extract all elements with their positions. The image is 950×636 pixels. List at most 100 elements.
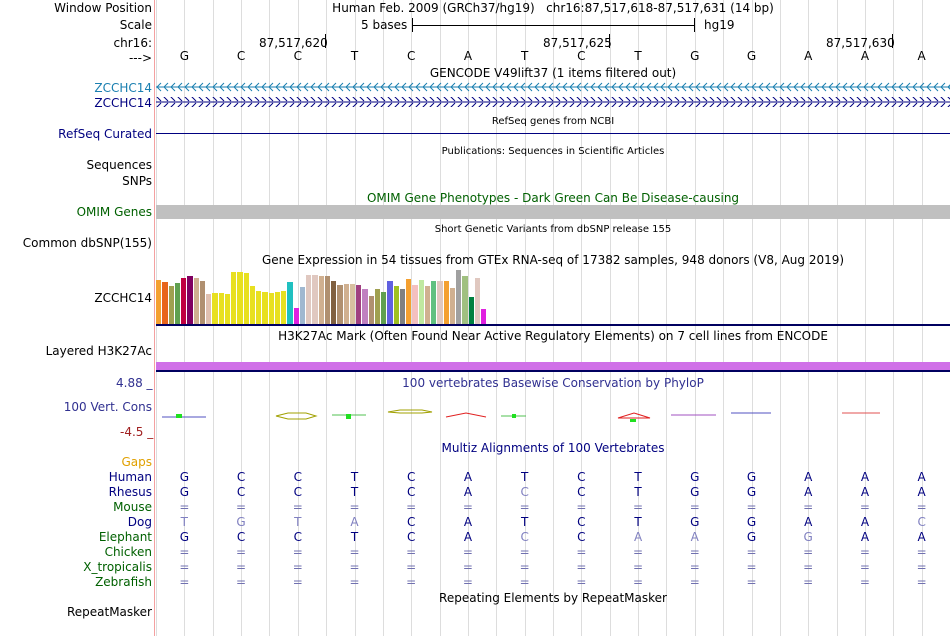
- gtex-bar[interactable]: [393, 286, 399, 324]
- gtex-bar[interactable]: [362, 289, 368, 324]
- repeatmasker-label[interactable]: RepeatMasker: [66, 605, 152, 619]
- refseq-title[interactable]: RefSeq genes from NCBI: [491, 116, 615, 127]
- gtex-bar-chart[interactable]: [156, 268, 950, 324]
- gtex-title[interactable]: Gene Expression in 54 tissues from GTEx …: [261, 253, 845, 267]
- dbsnp-label[interactable]: Common dbSNP(155): [22, 236, 152, 250]
- gtex-bar[interactable]: [299, 287, 305, 324]
- gtex-bar[interactable]: [268, 293, 274, 324]
- alignment-base: T: [520, 470, 529, 484]
- gtex-bar[interactable]: [374, 289, 380, 324]
- gaps-label[interactable]: Gaps: [121, 455, 152, 469]
- species-label[interactable]: Dog: [127, 515, 152, 529]
- gtex-bar[interactable]: [287, 282, 293, 324]
- alignment-base: =: [406, 500, 417, 514]
- publications-title[interactable]: Publications: Sequences in Scientific Ar…: [441, 146, 665, 157]
- snps-label[interactable]: SNPs: [122, 174, 152, 188]
- phylop-plot[interactable]: [156, 404, 950, 424]
- gtex-bar[interactable]: [424, 286, 430, 324]
- gtex-bar[interactable]: [406, 279, 412, 324]
- species-label[interactable]: Elephant: [98, 530, 152, 544]
- gtex-bar[interactable]: [212, 293, 218, 324]
- gtex-bar[interactable]: [356, 285, 362, 324]
- refseq-line[interactable]: [156, 133, 950, 134]
- dbsnp-title[interactable]: Short Genetic Variants from dbSNP releas…: [434, 224, 672, 235]
- gtex-bar[interactable]: [281, 291, 287, 324]
- gtex-bar[interactable]: [412, 285, 418, 324]
- gtex-bar[interactable]: [337, 285, 343, 324]
- gtex-bar[interactable]: [443, 281, 449, 324]
- gtex-bar[interactable]: [168, 286, 174, 324]
- gtex-bar[interactable]: [237, 272, 243, 324]
- phylop-title[interactable]: 100 vertebrates Basewise Conservation by…: [402, 376, 704, 390]
- gtex-bar[interactable]: [468, 297, 474, 324]
- gencode-transcripts[interactable]: [156, 82, 950, 108]
- refseq-label[interactable]: RefSeq Curated: [58, 127, 152, 141]
- gtex-bar[interactable]: [437, 281, 443, 324]
- gtex-label[interactable]: ZCCHC14: [94, 291, 152, 305]
- gtex-bar[interactable]: [481, 309, 487, 324]
- alignment-base: T: [520, 515, 529, 529]
- gtex-bar[interactable]: [462, 276, 468, 324]
- gtex-bar[interactable]: [456, 270, 462, 324]
- gencode-title[interactable]: GENCODE V49lift37 (1 items filtered out): [429, 66, 677, 80]
- alignment-base: A: [350, 515, 359, 529]
- species-label[interactable]: Rhesus: [108, 485, 152, 499]
- gtex-bar[interactable]: [156, 280, 162, 324]
- alignment-base: =: [916, 545, 927, 559]
- gtex-bar[interactable]: [218, 293, 224, 324]
- gtex-bar[interactable]: [249, 286, 255, 324]
- omim-title[interactable]: OMIM Gene Phenotypes - Dark Green Can Be…: [366, 191, 740, 205]
- h3k27ac-signal[interactable]: [156, 362, 950, 370]
- species-label[interactable]: Human: [108, 470, 152, 484]
- alignment-base: =: [519, 500, 530, 514]
- h3k27ac-label[interactable]: Layered H3K27Ac: [45, 344, 152, 358]
- gtex-bar[interactable]: [418, 280, 424, 324]
- gtex-bar[interactable]: [331, 281, 337, 324]
- gtex-bar[interactable]: [174, 283, 180, 324]
- gtex-bar[interactable]: [162, 282, 168, 324]
- alignment-base: G: [179, 470, 189, 484]
- gtex-bar[interactable]: [274, 292, 280, 324]
- gtex-bar[interactable]: [387, 281, 393, 324]
- gtex-bar[interactable]: [193, 278, 199, 324]
- gtex-bar[interactable]: [206, 294, 212, 324]
- gtex-bar[interactable]: [318, 276, 324, 324]
- gtex-bar[interactable]: [368, 296, 374, 324]
- omim-label[interactable]: OMIM Genes: [76, 205, 152, 219]
- species-label[interactable]: X_tropicalis: [83, 560, 152, 574]
- h3k27ac-title[interactable]: H3K27Ac Mark (Often Found Near Active Re…: [278, 329, 828, 343]
- species-label[interactable]: Chicken: [104, 545, 152, 559]
- gtex-bar[interactable]: [199, 281, 205, 324]
- multiz-title[interactable]: Multiz Alignments of 100 Vertebrates: [441, 441, 665, 455]
- gtex-bar[interactable]: [431, 281, 437, 324]
- repeatmasker-title[interactable]: Repeating Elements by RepeatMasker: [439, 591, 667, 605]
- gtex-bar[interactable]: [187, 276, 193, 324]
- alignment-base: G: [746, 470, 757, 484]
- gtex-bar[interactable]: [256, 291, 262, 324]
- gtex-bar[interactable]: [293, 308, 299, 324]
- gtex-bar[interactable]: [449, 288, 455, 324]
- gtex-bar[interactable]: [231, 272, 237, 324]
- gtex-bar[interactable]: [243, 273, 249, 324]
- window-position-text[interactable]: Human Feb. 2009 (GRCh37/hg19) chr16:87,5…: [332, 1, 774, 15]
- gtex-bar[interactable]: [474, 278, 480, 324]
- gtex-bar[interactable]: [349, 284, 355, 324]
- sequences-label[interactable]: Sequences: [86, 158, 152, 172]
- gtex-bar[interactable]: [343, 284, 349, 324]
- gtex-bar[interactable]: [181, 278, 187, 324]
- species-label[interactable]: Mouse: [113, 500, 152, 514]
- gtex-bar[interactable]: [306, 275, 312, 324]
- phylop-label[interactable]: 100 Vert. Cons: [63, 400, 152, 414]
- gtex-bar[interactable]: [224, 294, 230, 324]
- gencode-gene-1-label[interactable]: ZCCHC14: [94, 81, 152, 95]
- gtex-bar[interactable]: [312, 275, 318, 324]
- window-position-label: Window Position: [54, 1, 152, 15]
- gencode-gene-2-label[interactable]: ZCCHC14: [94, 96, 152, 110]
- omim-bar[interactable]: [156, 205, 950, 219]
- gtex-bar[interactable]: [381, 292, 387, 324]
- grid-line: [411, 0, 413, 636]
- gtex-bar[interactable]: [262, 292, 268, 324]
- species-label[interactable]: Zebrafish: [95, 575, 152, 589]
- gtex-bar[interactable]: [399, 289, 405, 324]
- gtex-bar[interactable]: [324, 276, 330, 324]
